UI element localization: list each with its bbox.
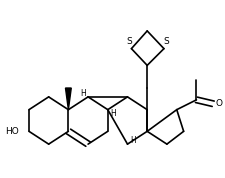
Text: H: H (80, 89, 86, 98)
Text: HO: HO (5, 127, 19, 136)
Text: H: H (130, 136, 135, 145)
Text: S: S (126, 37, 131, 46)
Polygon shape (65, 88, 71, 110)
Text: S: S (163, 37, 168, 46)
Text: H: H (110, 109, 116, 118)
Text: O: O (215, 99, 222, 108)
